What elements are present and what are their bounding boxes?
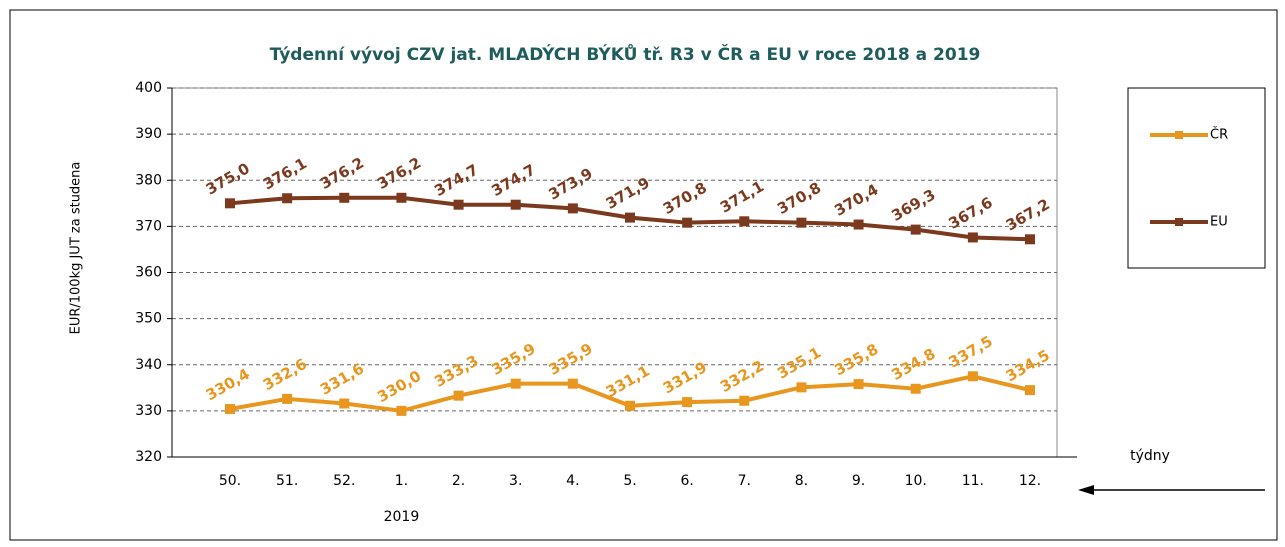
- x-tick-label: 11.: [962, 473, 984, 489]
- x-tick-label: 3.: [509, 473, 522, 489]
- point: [510, 199, 521, 210]
- x-tick-label: 6.: [680, 473, 693, 489]
- point: [853, 379, 864, 390]
- point: [396, 192, 407, 203]
- y-tick-label: 360: [135, 265, 162, 281]
- point: [1025, 234, 1035, 245]
- chart-title: Týdenní vývoj CZV jat. MLADÝCH BÝKŮ tř. …: [270, 42, 981, 65]
- x-tick-label: 7.: [738, 473, 751, 489]
- y-tick-label: 390: [135, 126, 162, 142]
- x-tick-label: 8.: [795, 473, 808, 489]
- x-tick-label: 12.: [1019, 473, 1041, 489]
- point: [967, 371, 978, 382]
- point: [625, 212, 635, 223]
- point: [967, 232, 978, 243]
- point: [339, 398, 350, 409]
- legend-label: ČR: [1210, 127, 1228, 143]
- point: [910, 383, 921, 394]
- y-tick-label: 370: [135, 218, 162, 234]
- x-tick-label: 2.: [452, 473, 465, 489]
- legend-box: [1127, 87, 1266, 269]
- x-tick-label: 52.: [333, 473, 355, 489]
- point: [796, 217, 807, 228]
- y-tick-label: 350: [135, 311, 162, 327]
- point: [453, 199, 464, 210]
- legend-marker: [1175, 131, 1183, 139]
- point: [567, 378, 578, 389]
- point: [682, 397, 693, 408]
- point: [739, 395, 750, 406]
- x-tick-label: 51.: [276, 473, 298, 489]
- point: [225, 404, 235, 415]
- point: [453, 390, 464, 401]
- point: [853, 219, 864, 230]
- point: [510, 378, 521, 389]
- point: [910, 224, 921, 235]
- x-sublabel: 2019: [384, 509, 420, 525]
- frame: [9, 9, 1278, 541]
- point: [225, 198, 235, 209]
- x-axis-label: týdny: [1130, 448, 1170, 464]
- x-tick-label: 9.: [852, 473, 865, 489]
- x-tick-label: 5.: [623, 473, 636, 489]
- legend-marker: [1175, 218, 1183, 226]
- x-tick-label: 4.: [566, 473, 579, 489]
- point: [396, 405, 407, 416]
- x-tick-label: 1.: [395, 473, 408, 489]
- x-tick-label: 50.: [219, 473, 241, 489]
- y-tick-label: 340: [135, 357, 162, 373]
- arrow-head: [1078, 485, 1094, 495]
- y-tick-label: 320: [135, 449, 162, 465]
- point: [339, 192, 350, 203]
- point: [282, 193, 293, 204]
- legend-label: EU: [1210, 215, 1228, 230]
- x-tick-label: 10.: [905, 473, 927, 489]
- y-tick-label: 380: [135, 172, 162, 188]
- point: [739, 216, 750, 227]
- point: [682, 217, 693, 228]
- point: [796, 382, 807, 393]
- point: [567, 203, 578, 214]
- y-tick-label: 400: [135, 80, 162, 96]
- point: [1025, 385, 1035, 396]
- point: [282, 393, 293, 404]
- point: [625, 400, 635, 411]
- y-tick-label: 330: [135, 403, 162, 419]
- y-axis-label: EUR/100kg JUT za studena: [69, 162, 84, 335]
